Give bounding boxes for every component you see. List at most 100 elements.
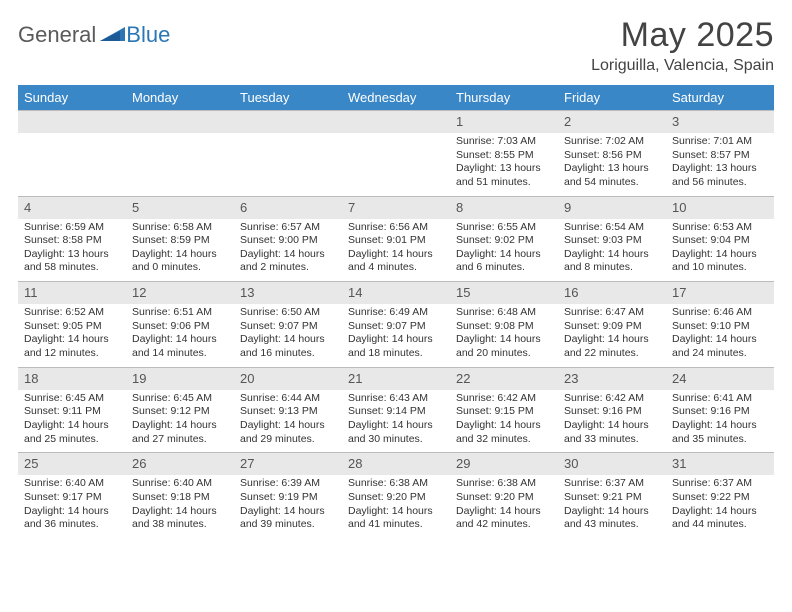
day-data-cell: Sunrise: 6:53 AMSunset: 9:04 PMDaylight:… xyxy=(666,219,774,282)
weekday-header: Tuesday xyxy=(234,85,342,111)
sunrise-text: Sunrise: 6:56 AM xyxy=(348,221,444,235)
day1-text: Daylight: 14 hours xyxy=(672,333,768,347)
day1-text: Daylight: 14 hours xyxy=(672,505,768,519)
day2-text: and 58 minutes. xyxy=(24,261,120,275)
day2-text: and 18 minutes. xyxy=(348,347,444,361)
weekday-header-row: Sunday Monday Tuesday Wednesday Thursday… xyxy=(18,85,774,111)
day1-text: Daylight: 14 hours xyxy=(240,419,336,433)
sunrise-text: Sunrise: 6:59 AM xyxy=(24,221,120,235)
day-data-cell: Sunrise: 6:48 AMSunset: 9:08 PMDaylight:… xyxy=(450,304,558,367)
sunrise-text: Sunrise: 6:47 AM xyxy=(564,306,660,320)
sunset-text: Sunset: 9:20 PM xyxy=(456,491,552,505)
day2-text: and 6 minutes. xyxy=(456,261,552,275)
day2-text: and 41 minutes. xyxy=(348,518,444,532)
sunset-text: Sunset: 9:15 PM xyxy=(456,405,552,419)
day-data-cell: Sunrise: 6:54 AMSunset: 9:03 PMDaylight:… xyxy=(558,219,666,282)
day-data-cell: Sunrise: 6:56 AMSunset: 9:01 PMDaylight:… xyxy=(342,219,450,282)
day-number-cell: 12 xyxy=(126,282,234,305)
day2-text: and 10 minutes. xyxy=(672,261,768,275)
day-number-cell: 28 xyxy=(342,453,450,476)
day-number: 12 xyxy=(132,285,146,300)
month-title: May 2025 xyxy=(591,16,774,55)
week-data-row: Sunrise: 7:03 AMSunset: 8:55 PMDaylight:… xyxy=(18,133,774,196)
day-data-cell: Sunrise: 6:44 AMSunset: 9:13 PMDaylight:… xyxy=(234,390,342,453)
day1-text: Daylight: 14 hours xyxy=(564,333,660,347)
day2-text: and 24 minutes. xyxy=(672,347,768,361)
weekday-header: Thursday xyxy=(450,85,558,111)
day-number-cell: 7 xyxy=(342,196,450,219)
day-number-cell: 29 xyxy=(450,453,558,476)
logo-text-general: General xyxy=(18,22,96,48)
week-number-row: 25262728293031 xyxy=(18,453,774,476)
day1-text: Daylight: 14 hours xyxy=(456,248,552,262)
day-number-cell: 2 xyxy=(558,111,666,134)
day-number-cell: 27 xyxy=(234,453,342,476)
day-data-cell: Sunrise: 6:45 AMSunset: 9:12 PMDaylight:… xyxy=(126,390,234,453)
day-data-cell: Sunrise: 6:50 AMSunset: 9:07 PMDaylight:… xyxy=(234,304,342,367)
title-block: May 2025 Loriguilla, Valencia, Spain xyxy=(591,16,774,75)
sunrise-text: Sunrise: 6:39 AM xyxy=(240,477,336,491)
day-number-cell: 10 xyxy=(666,196,774,219)
day-data-cell: Sunrise: 6:51 AMSunset: 9:06 PMDaylight:… xyxy=(126,304,234,367)
week-number-row: 45678910 xyxy=(18,196,774,219)
day1-text: Daylight: 14 hours xyxy=(132,505,228,519)
day-number: 5 xyxy=(132,200,139,215)
day-number-cell: 3 xyxy=(666,111,774,134)
sunrise-text: Sunrise: 7:03 AM xyxy=(456,135,552,149)
sunrise-text: Sunrise: 6:45 AM xyxy=(132,392,228,406)
day-number: 20 xyxy=(240,371,254,386)
day2-text: and 35 minutes. xyxy=(672,433,768,447)
day2-text: and 27 minutes. xyxy=(132,433,228,447)
day-number-cell: 21 xyxy=(342,367,450,390)
day-number: 23 xyxy=(564,371,578,386)
week-data-row: Sunrise: 6:40 AMSunset: 9:17 PMDaylight:… xyxy=(18,475,774,538)
sunset-text: Sunset: 9:08 PM xyxy=(456,320,552,334)
day1-text: Daylight: 14 hours xyxy=(672,419,768,433)
day-number-cell: 31 xyxy=(666,453,774,476)
day1-text: Daylight: 14 hours xyxy=(240,505,336,519)
day-number: 30 xyxy=(564,456,578,471)
sunset-text: Sunset: 9:19 PM xyxy=(240,491,336,505)
sunset-text: Sunset: 9:22 PM xyxy=(672,491,768,505)
sunset-text: Sunset: 9:04 PM xyxy=(672,234,768,248)
day-number: 21 xyxy=(348,371,362,386)
day2-text: and 51 minutes. xyxy=(456,176,552,190)
day-number-cell xyxy=(126,111,234,134)
day-number: 8 xyxy=(456,200,463,215)
day-number: 27 xyxy=(240,456,254,471)
day-number-cell: 8 xyxy=(450,196,558,219)
sunset-text: Sunset: 9:09 PM xyxy=(564,320,660,334)
day2-text: and 25 minutes. xyxy=(24,433,120,447)
day1-text: Daylight: 14 hours xyxy=(456,505,552,519)
sunset-text: Sunset: 9:12 PM xyxy=(132,405,228,419)
day-number-cell: 15 xyxy=(450,282,558,305)
day-data-cell: Sunrise: 6:38 AMSunset: 9:20 PMDaylight:… xyxy=(450,475,558,538)
day-number-cell: 26 xyxy=(126,453,234,476)
day-number: 16 xyxy=(564,285,578,300)
day-data-cell xyxy=(126,133,234,196)
day1-text: Daylight: 13 hours xyxy=(672,162,768,176)
sunrise-text: Sunrise: 6:58 AM xyxy=(132,221,228,235)
day2-text: and 8 minutes. xyxy=(564,261,660,275)
day-data-cell xyxy=(234,133,342,196)
day-number: 31 xyxy=(672,456,686,471)
sunrise-text: Sunrise: 6:42 AM xyxy=(564,392,660,406)
calendar-body: 123Sunrise: 7:03 AMSunset: 8:55 PMDaylig… xyxy=(18,111,774,538)
day-data-cell: Sunrise: 7:02 AMSunset: 8:56 PMDaylight:… xyxy=(558,133,666,196)
day2-text: and 2 minutes. xyxy=(240,261,336,275)
day1-text: Daylight: 14 hours xyxy=(132,333,228,347)
day2-text: and 14 minutes. xyxy=(132,347,228,361)
location-text: Loriguilla, Valencia, Spain xyxy=(591,57,774,75)
sunrise-text: Sunrise: 6:46 AM xyxy=(672,306,768,320)
sunrise-text: Sunrise: 6:38 AM xyxy=(456,477,552,491)
day1-text: Daylight: 14 hours xyxy=(456,333,552,347)
day2-text: and 16 minutes. xyxy=(240,347,336,361)
calendar-table: Sunday Monday Tuesday Wednesday Thursday… xyxy=(18,85,774,538)
sunset-text: Sunset: 8:57 PM xyxy=(672,149,768,163)
sunset-text: Sunset: 9:01 PM xyxy=(348,234,444,248)
day-number-cell: 5 xyxy=(126,196,234,219)
day2-text: and 30 minutes. xyxy=(348,433,444,447)
sunset-text: Sunset: 9:02 PM xyxy=(456,234,552,248)
day-number: 1 xyxy=(456,114,463,129)
day-number: 14 xyxy=(348,285,362,300)
